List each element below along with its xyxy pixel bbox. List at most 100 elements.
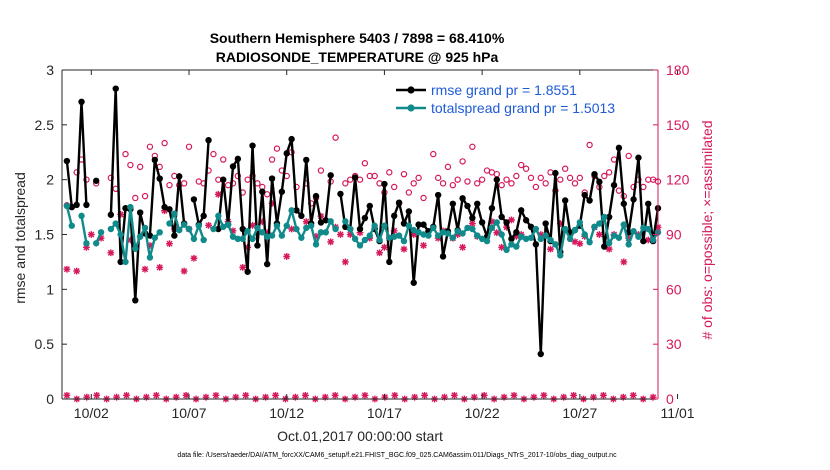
obs-zero-point xyxy=(629,391,637,399)
obs-possible-point xyxy=(527,174,535,182)
legend-rmse-marker xyxy=(407,86,415,94)
obs-assimilated-point xyxy=(283,253,291,260)
obs-possible-point xyxy=(532,183,540,191)
rmse-point xyxy=(303,156,310,164)
rmse-point xyxy=(288,135,295,143)
obs-zero-point xyxy=(470,393,478,401)
obs-assimilated-point xyxy=(620,258,628,266)
spread-point xyxy=(557,252,564,259)
spread-point xyxy=(649,236,657,244)
obs-assimilated-point xyxy=(156,264,164,271)
spread-point xyxy=(390,233,398,240)
rmse-point xyxy=(561,197,569,204)
spread-point xyxy=(347,225,354,233)
rmse-point xyxy=(493,176,500,183)
obs-possible-point xyxy=(415,174,422,182)
obs-possible-point xyxy=(136,163,144,171)
spread-point xyxy=(63,202,71,210)
obs-assimilated-point xyxy=(356,229,364,237)
x-tick-label: 10/12 xyxy=(269,405,304,421)
spread-point xyxy=(605,240,613,247)
rmse-point xyxy=(151,156,159,164)
obs-assimilated-point xyxy=(547,245,554,253)
spread-point xyxy=(493,219,500,226)
rmse-point xyxy=(542,220,549,227)
obs-assimilated-point xyxy=(488,218,496,226)
rmse-point xyxy=(278,188,286,195)
rmse-point xyxy=(317,219,325,226)
obs-possible-point xyxy=(210,150,217,158)
spread-point xyxy=(410,226,417,234)
spread-point xyxy=(591,223,598,231)
obs-assimilated-point xyxy=(468,220,476,227)
spread-point xyxy=(166,220,173,227)
x-tick-label: 11/01 xyxy=(661,405,695,421)
obs-assimilated-point xyxy=(249,221,256,229)
obs-assimilated-point xyxy=(625,234,633,242)
rmse-point xyxy=(112,85,119,92)
spread-point xyxy=(464,224,471,232)
spread-point xyxy=(327,218,334,225)
obs-possible-point xyxy=(268,156,276,163)
obs-zero-point xyxy=(500,393,508,401)
rmse-point xyxy=(601,243,608,250)
rmse-point xyxy=(171,232,178,239)
rmse-point xyxy=(630,196,637,203)
spread-point xyxy=(371,222,378,229)
obs-possible-point xyxy=(459,158,466,165)
obs-assimilated-point xyxy=(63,265,71,273)
rmse-point xyxy=(503,219,510,226)
spread-point xyxy=(288,207,295,214)
obs-possible-point xyxy=(430,150,437,158)
y2-tick-label: 60 xyxy=(666,281,682,297)
spread-point xyxy=(322,229,330,236)
spread-point xyxy=(640,224,647,232)
rmse-point xyxy=(146,232,154,239)
obs-assimilated-point xyxy=(83,243,90,251)
obs-possible-point xyxy=(342,180,349,187)
rmse-point xyxy=(293,207,300,214)
obs-possible-point xyxy=(576,174,584,182)
obs-zero-point xyxy=(361,391,369,399)
rmse-point xyxy=(439,253,447,260)
rmse-point xyxy=(83,201,90,209)
rmse-point xyxy=(161,203,168,211)
spread-point xyxy=(185,225,193,233)
obs-zero-point xyxy=(540,391,548,399)
obs-assimilated-point xyxy=(512,232,520,240)
rmse-point xyxy=(586,197,593,204)
y-tick-label: 1.5 xyxy=(35,227,55,243)
obs-zero-point xyxy=(63,391,71,399)
spread-point xyxy=(405,222,413,229)
y-axis-label: rmse and totalspread xyxy=(12,172,28,304)
spread-point xyxy=(195,222,202,229)
rmse-point xyxy=(405,208,413,215)
spread-point xyxy=(386,234,393,241)
spread-point xyxy=(107,225,115,233)
spread-point xyxy=(224,221,232,228)
obs-assimilated-point xyxy=(498,243,506,251)
obs-possible-point xyxy=(146,143,154,150)
obs-zero-point xyxy=(510,391,518,399)
obs-assimilated-point xyxy=(141,265,149,273)
spread-point xyxy=(561,225,569,233)
obs-zero-point xyxy=(590,393,597,401)
obs-possible-point xyxy=(498,181,505,189)
spread-point xyxy=(244,228,251,235)
obs-zero-point xyxy=(331,391,339,399)
spread-point xyxy=(220,223,227,231)
spread-point xyxy=(263,233,271,240)
obs-zero-point xyxy=(570,391,578,399)
y-tick-label: 1 xyxy=(46,281,54,297)
rmse-point xyxy=(322,217,330,224)
rmse-point xyxy=(259,188,266,195)
spread-point xyxy=(635,233,642,240)
spread-point xyxy=(522,235,530,243)
obs-assimilated-point xyxy=(117,210,125,218)
obs-zero-point xyxy=(262,393,270,401)
x-tick-label: 10/27 xyxy=(562,405,597,421)
spread-point xyxy=(459,230,466,237)
obs-assimilated-point xyxy=(312,232,320,240)
spread-point xyxy=(469,225,476,233)
obs-zero-point xyxy=(292,393,299,401)
